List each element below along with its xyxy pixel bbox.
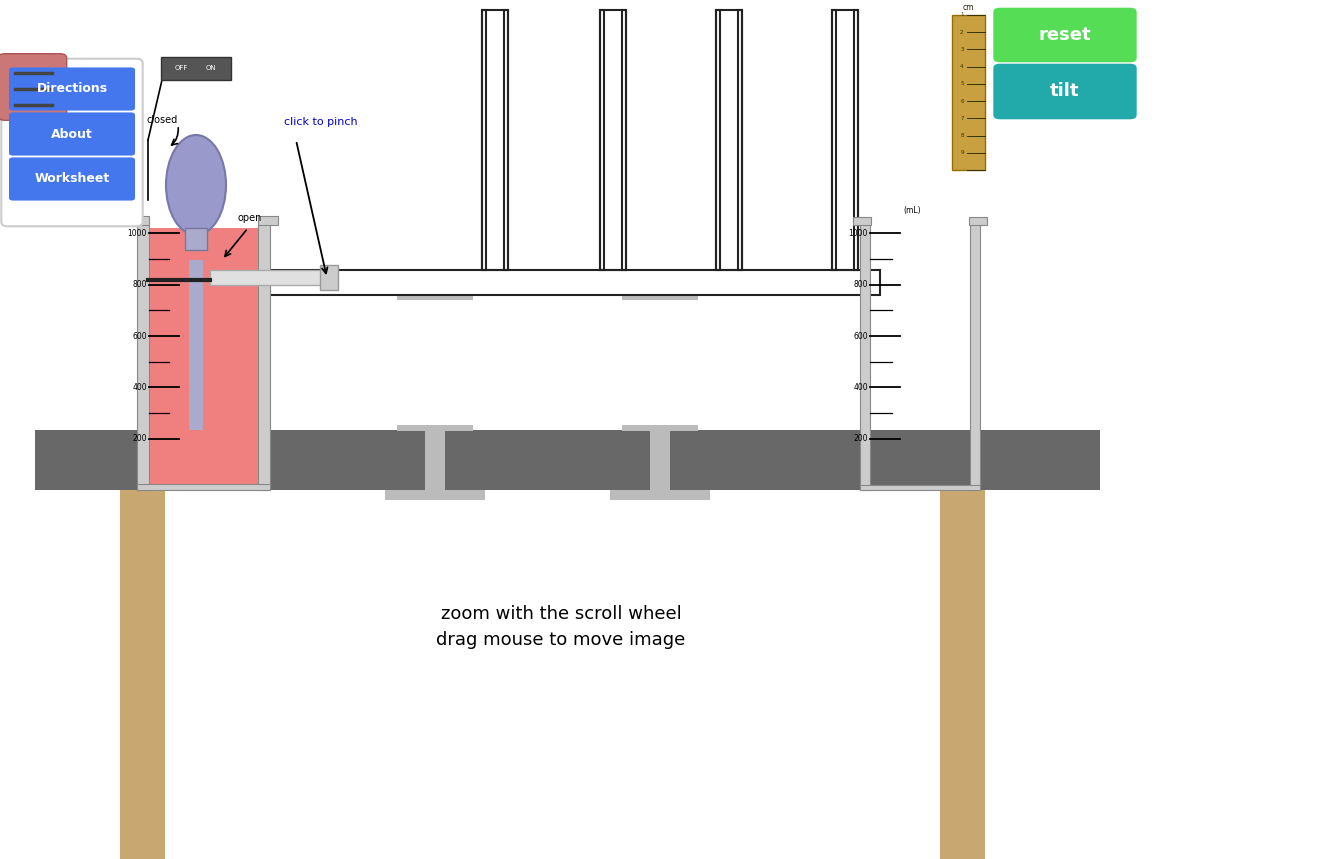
FancyBboxPatch shape [994, 8, 1137, 63]
Bar [969, 216, 987, 224]
FancyBboxPatch shape [994, 64, 1137, 119]
Text: 8: 8 [961, 133, 963, 138]
Bar [611, 490, 709, 500]
Bar [600, 10, 604, 270]
Bar [482, 10, 508, 270]
Text: 4: 4 [961, 64, 963, 70]
Bar [385, 490, 485, 500]
Text: 3: 3 [961, 47, 963, 52]
Text: 6: 6 [961, 99, 963, 104]
Bar [150, 228, 258, 490]
FancyBboxPatch shape [9, 157, 135, 201]
Bar [397, 425, 473, 431]
Text: OFF: OFF [174, 65, 187, 71]
Bar [425, 430, 445, 490]
Bar [258, 220, 270, 490]
Text: 2: 2 [961, 30, 963, 34]
Bar [860, 484, 981, 490]
Bar [623, 10, 627, 270]
Bar [210, 270, 325, 285]
Text: 400: 400 [132, 383, 147, 392]
Bar [716, 270, 741, 280]
Text: ON: ON [206, 65, 216, 71]
FancyBboxPatch shape [1, 58, 143, 226]
Text: 800: 800 [132, 280, 147, 289]
Bar [321, 265, 338, 290]
Text: 7: 7 [961, 116, 963, 121]
Bar [651, 430, 669, 490]
Bar [832, 10, 858, 270]
Bar [162, 57, 231, 80]
Bar [220, 270, 880, 295]
Text: open: open [238, 213, 262, 223]
Bar [623, 289, 697, 300]
Text: click to pinch: click to pinch [285, 117, 358, 127]
Text: tilt: tilt [1050, 82, 1079, 101]
Bar [397, 289, 473, 300]
Text: 600: 600 [854, 332, 868, 341]
Bar [482, 270, 508, 280]
Text: reset: reset [1038, 26, 1092, 44]
Text: 1000: 1000 [128, 229, 147, 238]
Bar [716, 10, 720, 270]
Bar [130, 216, 150, 225]
Text: cm: cm [963, 3, 974, 12]
Bar [35, 430, 1100, 490]
Text: 800: 800 [854, 280, 868, 289]
Bar [852, 216, 871, 224]
Bar [120, 490, 166, 859]
Bar [953, 15, 985, 170]
Text: closed: closed [147, 115, 178, 125]
Bar [623, 425, 697, 431]
Text: 1: 1 [961, 13, 963, 17]
Bar [600, 10, 627, 270]
Text: 9: 9 [961, 150, 963, 155]
Bar [138, 484, 270, 490]
Bar [737, 10, 741, 270]
Text: 200: 200 [854, 434, 868, 443]
Text: (mL): (mL) [184, 206, 202, 215]
Ellipse shape [166, 135, 226, 235]
Bar [138, 220, 150, 490]
Bar [184, 228, 207, 250]
Text: 600: 600 [132, 332, 147, 341]
Bar [970, 220, 981, 490]
Bar [941, 490, 985, 859]
Text: 200: 200 [132, 434, 147, 443]
Bar [832, 10, 836, 270]
Bar [258, 216, 278, 225]
Text: 5: 5 [961, 82, 963, 87]
Bar [832, 270, 858, 280]
FancyBboxPatch shape [9, 67, 135, 111]
Text: zoom with the scroll wheel: zoom with the scroll wheel [441, 606, 681, 623]
Bar [504, 10, 508, 270]
Text: 400: 400 [854, 383, 868, 392]
Bar [482, 10, 486, 270]
Text: Worksheet: Worksheet [35, 173, 110, 186]
Text: Directions: Directions [36, 82, 108, 95]
Text: About: About [51, 127, 94, 141]
Text: drag mouse to move image: drag mouse to move image [437, 631, 685, 649]
Text: 1000: 1000 [848, 229, 868, 238]
Text: (mL): (mL) [903, 206, 921, 215]
Bar [716, 10, 741, 270]
FancyBboxPatch shape [0, 54, 67, 120]
Bar [860, 220, 870, 490]
FancyBboxPatch shape [9, 113, 135, 155]
Bar [854, 10, 858, 270]
Bar [600, 270, 627, 280]
